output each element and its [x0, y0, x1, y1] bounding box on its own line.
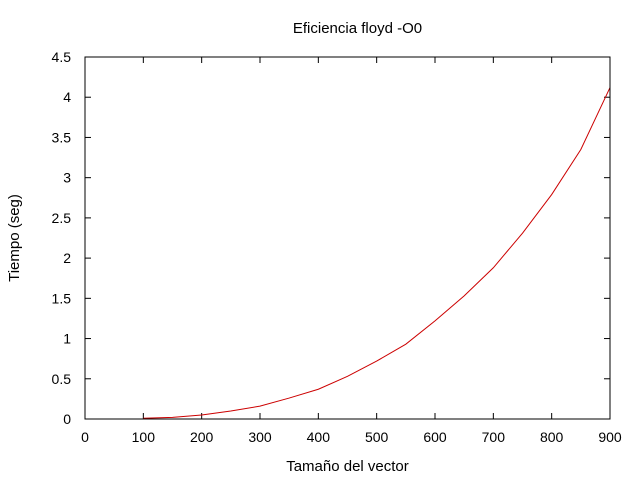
- ticks-layer: 0 100 200 300 400 500 600 700 800 900 0 0.5 1 1.5 2 2.5…: [52, 49, 622, 445]
- y-tick-label: 1.5: [52, 290, 72, 306]
- y-tick-label: 4.5: [52, 49, 72, 65]
- y-tick-label: 0.5: [52, 371, 72, 387]
- series-layer: [143, 87, 611, 419]
- x-tick-label: 200: [190, 429, 214, 445]
- y-tick-label: 3.5: [52, 129, 72, 145]
- x-tick-label: 600: [423, 429, 447, 445]
- x-tick-label: 700: [482, 429, 506, 445]
- x-axis-title: Tamaño del vector: [286, 458, 409, 475]
- y-tick-label: 1: [63, 331, 71, 347]
- x-tick-label: 800: [540, 429, 564, 445]
- y-axis-title: Tiempo (seg): [6, 194, 23, 282]
- y-tick-label: 2: [63, 250, 71, 266]
- y-tick-label: 4: [63, 89, 71, 105]
- x-tick-label: 100: [132, 429, 156, 445]
- x-tick-label: 300: [248, 429, 272, 445]
- plot-frame: [84, 56, 611, 420]
- y-tick-label: 3: [63, 170, 71, 186]
- chart-title: Eficiencia floyd -O0: [293, 20, 422, 37]
- series-line: [143, 87, 611, 419]
- x-tick-label: 0: [81, 429, 89, 445]
- x-tick-label: 400: [307, 429, 331, 445]
- x-tick-label: 900: [598, 429, 622, 445]
- y-tick-label: 2.5: [52, 210, 72, 226]
- x-tick-label: 500: [365, 429, 389, 445]
- y-tick-label: 0: [63, 411, 71, 427]
